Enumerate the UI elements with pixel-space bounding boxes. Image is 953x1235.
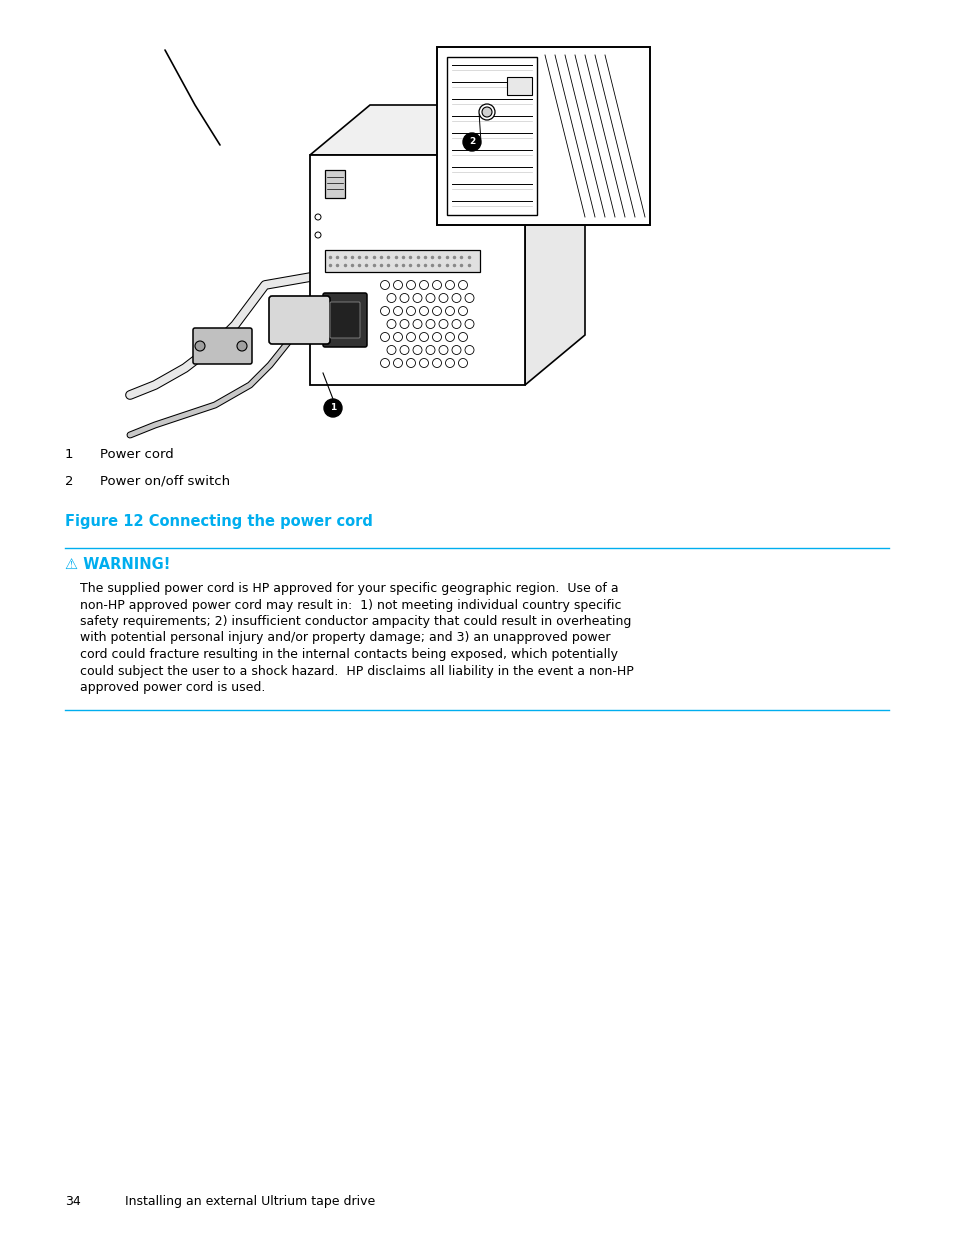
Text: 34: 34: [65, 1195, 81, 1208]
Circle shape: [458, 358, 467, 368]
Circle shape: [393, 306, 402, 315]
Circle shape: [380, 358, 389, 368]
Circle shape: [314, 214, 320, 220]
Circle shape: [452, 346, 460, 354]
Circle shape: [464, 346, 474, 354]
Circle shape: [406, 332, 416, 342]
Circle shape: [399, 346, 409, 354]
Circle shape: [419, 358, 428, 368]
Circle shape: [438, 294, 448, 303]
Circle shape: [458, 306, 467, 315]
Circle shape: [387, 346, 395, 354]
FancyBboxPatch shape: [323, 293, 367, 347]
Text: 1: 1: [65, 448, 73, 461]
Circle shape: [406, 306, 416, 315]
Circle shape: [452, 294, 460, 303]
Circle shape: [445, 332, 454, 342]
Circle shape: [481, 107, 492, 117]
Text: non-HP approved power cord may result in:  1) not meeting individual country spe: non-HP approved power cord may result in…: [80, 599, 620, 611]
Circle shape: [458, 280, 467, 289]
Circle shape: [432, 332, 441, 342]
Circle shape: [419, 306, 428, 315]
Bar: [447, 57, 537, 215]
Circle shape: [426, 294, 435, 303]
Circle shape: [413, 294, 421, 303]
Circle shape: [406, 358, 416, 368]
Circle shape: [432, 306, 441, 315]
FancyBboxPatch shape: [269, 296, 330, 345]
Circle shape: [464, 320, 474, 329]
Circle shape: [478, 104, 495, 120]
Text: Power cord: Power cord: [100, 448, 173, 461]
Circle shape: [432, 280, 441, 289]
Text: Power on/off switch: Power on/off switch: [100, 475, 230, 488]
Circle shape: [236, 341, 247, 351]
Circle shape: [432, 358, 441, 368]
Text: safety requirements; 2) insufficient conductor ampacity that could result in ove: safety requirements; 2) insufficient con…: [80, 615, 631, 629]
Circle shape: [419, 332, 428, 342]
Text: 2: 2: [65, 475, 73, 488]
Circle shape: [314, 232, 320, 238]
Circle shape: [324, 399, 341, 417]
Circle shape: [438, 320, 448, 329]
Circle shape: [445, 306, 454, 315]
Circle shape: [393, 358, 402, 368]
Text: 2: 2: [468, 137, 475, 147]
Circle shape: [399, 320, 409, 329]
Circle shape: [458, 332, 467, 342]
Text: Figure 12 Connecting the power cord: Figure 12 Connecting the power cord: [65, 514, 373, 529]
Circle shape: [426, 320, 435, 329]
Text: The supplied power cord is HP approved for your specific geographic region.  Use: The supplied power cord is HP approved f…: [80, 582, 618, 595]
Text: ⚠ WARNING!: ⚠ WARNING!: [65, 557, 171, 572]
Bar: [506, 77, 532, 95]
Circle shape: [380, 332, 389, 342]
Circle shape: [464, 294, 474, 303]
Circle shape: [194, 341, 205, 351]
Circle shape: [438, 346, 448, 354]
Circle shape: [387, 294, 395, 303]
FancyBboxPatch shape: [193, 329, 252, 364]
Text: could subject the user to a shock hazard.  HP disclaims all liability in the eve: could subject the user to a shock hazard…: [80, 664, 633, 678]
Circle shape: [406, 280, 416, 289]
Circle shape: [413, 346, 421, 354]
Circle shape: [419, 280, 428, 289]
Circle shape: [380, 306, 389, 315]
Circle shape: [393, 280, 402, 289]
Circle shape: [380, 280, 389, 289]
Text: 1: 1: [330, 404, 335, 412]
Polygon shape: [524, 105, 584, 385]
Bar: [325, 249, 479, 272]
Circle shape: [462, 133, 480, 151]
Text: Installing an external Ultrium tape drive: Installing an external Ultrium tape driv…: [125, 1195, 375, 1208]
Bar: [436, 47, 649, 225]
Text: cord could fracture resulting in the internal contacts being exposed, which pote: cord could fracture resulting in the int…: [80, 648, 618, 661]
Bar: [325, 170, 345, 198]
Text: with potential personal injury and/or property damage; and 3) an unapproved powe: with potential personal injury and/or pr…: [80, 631, 610, 645]
Circle shape: [399, 294, 409, 303]
Circle shape: [452, 320, 460, 329]
Circle shape: [426, 346, 435, 354]
Circle shape: [393, 332, 402, 342]
Circle shape: [387, 320, 395, 329]
Bar: [310, 156, 524, 385]
Circle shape: [445, 358, 454, 368]
Circle shape: [445, 280, 454, 289]
Circle shape: [413, 320, 421, 329]
Text: approved power cord is used.: approved power cord is used.: [80, 680, 265, 694]
FancyBboxPatch shape: [330, 303, 359, 338]
Polygon shape: [310, 105, 584, 156]
